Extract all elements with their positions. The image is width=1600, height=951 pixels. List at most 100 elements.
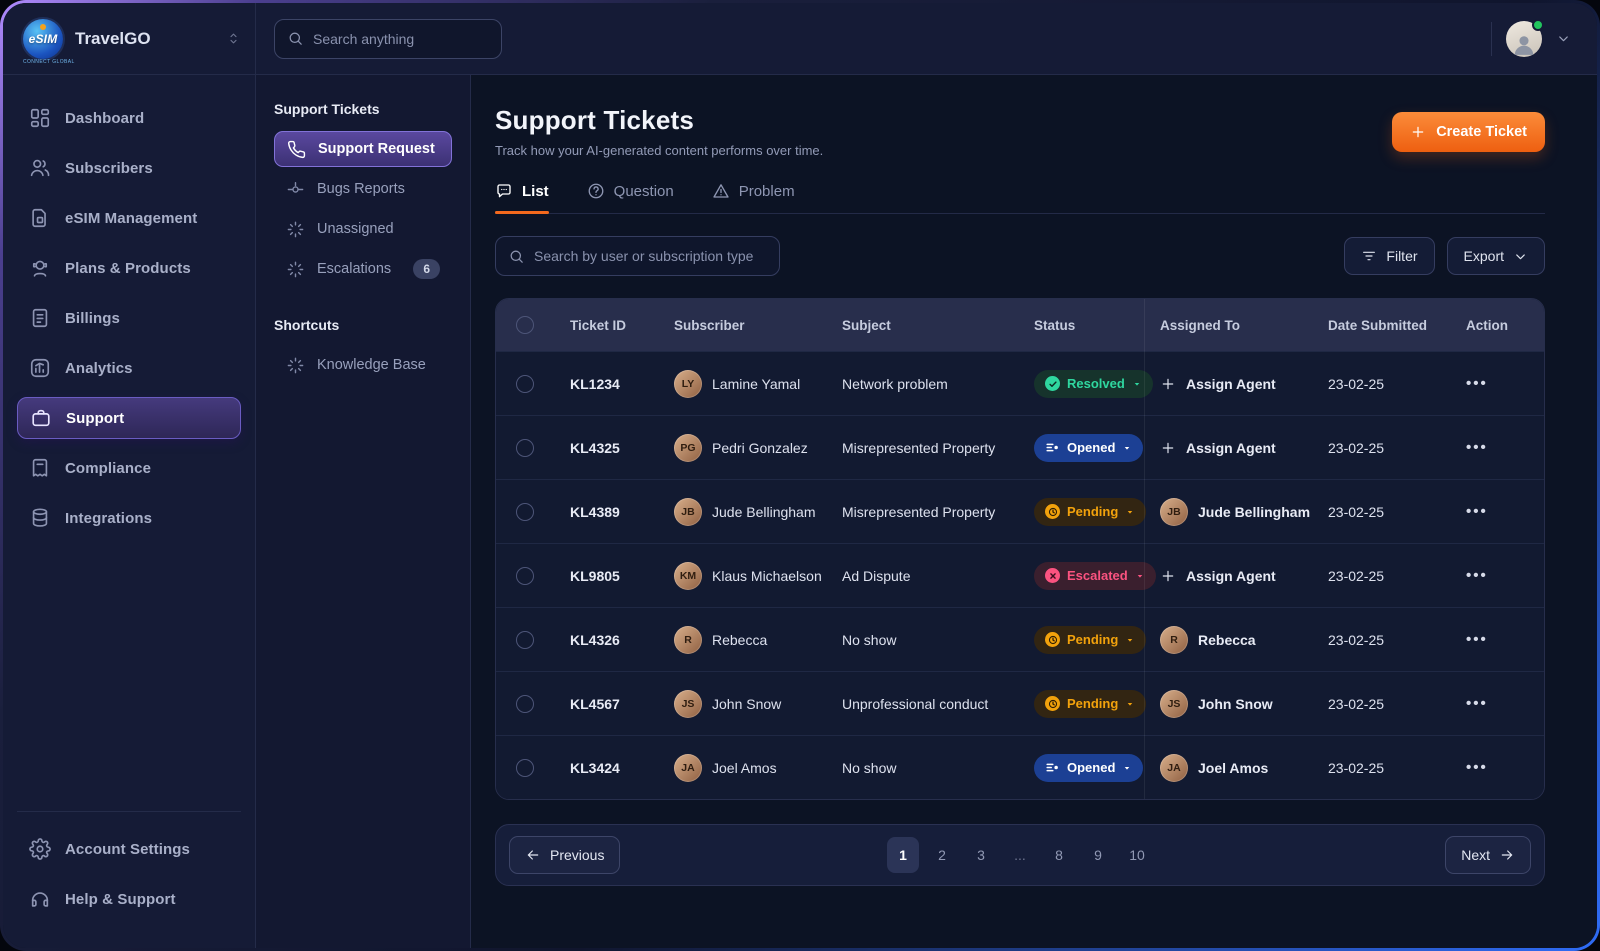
previous-page-button[interactable]: Previous (509, 836, 621, 874)
sidebar-item-help-support[interactable]: Help & Support (17, 878, 241, 920)
assign-agent-label: Assign Agent (1186, 567, 1276, 584)
commit-icon (286, 180, 305, 199)
column-header-subject: Subject (842, 317, 891, 333)
table-search-input[interactable] (534, 248, 767, 264)
sidebar-item-esim-management[interactable]: eSIM Management (17, 197, 241, 239)
sidebar-item-support[interactable]: Support (17, 397, 241, 439)
table-row: KL4567 JS John Snow Unprofessional condu… (496, 671, 1544, 735)
status-badge-resolved[interactable]: Resolved (1034, 369, 1153, 398)
page-number-3[interactable]: 3 (977, 847, 985, 863)
briefcase-icon (30, 407, 52, 429)
subnav-item-escalations[interactable]: Escalations 6 (274, 251, 452, 287)
sidebar-item-subscribers[interactable]: Subscribers (17, 147, 241, 189)
brand-updown-icon[interactable] (226, 31, 241, 46)
date-submitted: 23-02-25 (1328, 503, 1385, 520)
assigned-agent[interactable]: JA Joel Amos (1160, 753, 1268, 782)
table-body: KL1234 LY Lamine Yamal Network problem R… (496, 351, 1544, 799)
assign-agent-button[interactable]: Assign Agent (1160, 440, 1276, 456)
subscriber-name: John Snow (712, 695, 782, 712)
more-actions-button[interactable]: ••• (1466, 439, 1488, 456)
sidebar-item-plans-products[interactable]: Plans & Products (17, 247, 241, 289)
sidebar-item-dashboard[interactable]: Dashboard (17, 97, 241, 139)
status-badge-opened[interactable]: Opened (1034, 433, 1144, 462)
tab-label: Problem (738, 182, 795, 200)
subnav-item-bugs-reports[interactable]: Bugs Reports (274, 171, 452, 207)
tab-list[interactable]: List (495, 182, 549, 214)
logo-sun-icon (40, 23, 46, 30)
row-checkbox[interactable] (516, 758, 534, 777)
assign-agent-button[interactable]: Assign Agent (1160, 376, 1276, 392)
page-number-10[interactable]: 10 (1129, 847, 1145, 863)
filter-label: Filter (1386, 248, 1418, 264)
subnav-item-knowledge-base[interactable]: Knowledge Base (274, 347, 452, 383)
logo-text: eSIM (28, 31, 58, 46)
row-checkbox[interactable] (516, 630, 534, 649)
subscriber-name: Klaus Michaelson (712, 567, 822, 584)
more-actions-button[interactable]: ••• (1466, 631, 1488, 648)
page-header: Support Tickets Track how your AI-genera… (495, 105, 1545, 158)
row-checkbox[interactable] (516, 566, 534, 585)
status-label: Opened (1067, 440, 1116, 455)
phone-icon (287, 140, 306, 159)
more-actions-button[interactable]: ••• (1466, 567, 1488, 584)
next-page-button[interactable]: Next (1445, 836, 1531, 874)
tab-problem[interactable]: Problem (712, 182, 795, 213)
page-number-9[interactable]: 9 (1094, 847, 1102, 863)
subscriber-cell: KM Klaus Michaelson (658, 561, 826, 590)
ticket-id: KL1234 (570, 375, 620, 392)
sidebar-item-analytics[interactable]: Analytics (17, 347, 241, 389)
table-header-row: Ticket ID Subscriber Subject Status Assigned… (496, 299, 1544, 351)
row-checkbox[interactable] (516, 438, 534, 457)
subnav-item-unassigned[interactable]: Unassigned (274, 211, 452, 247)
page-number-2[interactable]: 2 (938, 847, 946, 863)
assigned-agent[interactable]: JB Jude Bellingham (1160, 497, 1310, 526)
status-badge-pending[interactable]: Pending (1034, 625, 1147, 654)
assigned-to-cell: R Rebecca (1144, 625, 1312, 654)
avatar: PG (674, 433, 702, 462)
global-search-input[interactable] (313, 30, 489, 47)
row-checkbox[interactable] (516, 694, 534, 713)
more-actions-button[interactable]: ••• (1466, 759, 1488, 776)
global-search (274, 18, 502, 59)
top-bar: eSIM CONNECT GLOBAL TravelGO (3, 3, 1597, 75)
more-actions-button[interactable]: ••• (1466, 503, 1488, 520)
select-all-checkbox[interactable] (516, 316, 534, 334)
page-number-1[interactable]: 1 (887, 837, 919, 873)
more-actions-button[interactable]: ••• (1466, 375, 1488, 392)
subnav-item-label: Knowledge Base (317, 357, 426, 373)
assigned-agent[interactable]: R Rebecca (1160, 625, 1256, 654)
status-label: Escalated (1067, 568, 1128, 583)
sidebar-item-compliance[interactable]: Compliance (17, 447, 241, 489)
plus-icon (1410, 124, 1426, 140)
chevron-down-icon[interactable] (1556, 31, 1571, 46)
status-badge-escalated[interactable]: Escalated (1034, 561, 1156, 590)
sidebar-item-label: Billings (65, 309, 120, 327)
more-actions-button[interactable]: ••• (1466, 695, 1488, 712)
subnav-item-support-request[interactable]: Support Request (274, 131, 452, 167)
filter-button[interactable]: Filter (1344, 237, 1435, 275)
date-submitted: 23-02-25 (1328, 759, 1385, 776)
opened-list-icon (1045, 440, 1060, 455)
page-number-8[interactable]: 8 (1055, 847, 1063, 863)
avatar: JA (674, 753, 702, 782)
brand-name: TravelGO (75, 28, 151, 48)
sidebar-item-account-settings[interactable]: Account Settings (17, 828, 241, 870)
export-button[interactable]: Export (1446, 237, 1545, 275)
row-checkbox[interactable] (516, 374, 534, 393)
create-ticket-button[interactable]: Create Ticket (1392, 111, 1545, 152)
status-badge-opened[interactable]: Opened (1034, 753, 1144, 782)
status-badge-pending[interactable]: Pending (1034, 689, 1147, 718)
sidebar-item-integrations[interactable]: Integrations (17, 497, 241, 539)
table-row: KL4326 R Rebecca No show Pending R Rebec… (496, 607, 1544, 671)
assigned-agent[interactable]: JS John Snow (1160, 689, 1273, 718)
caret-down-icon (1125, 507, 1135, 517)
tab-question[interactable]: Question (587, 182, 674, 213)
user-avatar[interactable] (1506, 18, 1544, 57)
status-badge-pending[interactable]: Pending (1034, 497, 1147, 526)
assign-agent-button[interactable]: Assign Agent (1160, 568, 1276, 584)
sidebar-item-billings[interactable]: Billings (17, 297, 241, 339)
row-actions: ••• (1450, 695, 1544, 712)
status-cell: Pending (1018, 689, 1147, 718)
row-checkbox[interactable] (516, 502, 534, 521)
